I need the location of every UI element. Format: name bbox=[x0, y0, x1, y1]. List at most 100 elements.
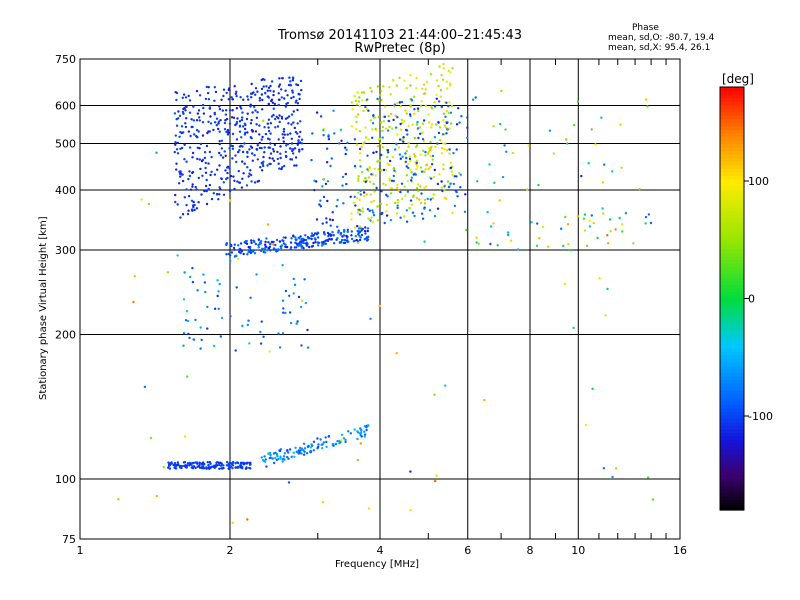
scatter-point bbox=[208, 150, 212, 154]
scatter-point bbox=[241, 324, 244, 328]
scatter-point bbox=[300, 447, 304, 450]
scatter-point bbox=[363, 435, 366, 438]
scatter-point bbox=[287, 83, 291, 87]
scatter-point bbox=[222, 94, 225, 98]
scatter-point bbox=[198, 463, 201, 466]
scatter-point bbox=[250, 118, 253, 122]
scatter-point bbox=[405, 220, 409, 223]
scatter-point bbox=[413, 214, 416, 218]
scatter-point bbox=[410, 171, 413, 174]
scatter-point bbox=[409, 84, 412, 87]
scatter-point bbox=[182, 107, 185, 111]
scatter-point bbox=[292, 451, 295, 454]
colorbar-segment bbox=[720, 453, 744, 458]
scatter-point bbox=[376, 219, 379, 222]
scatter-point bbox=[372, 182, 375, 186]
scatter-point bbox=[405, 149, 408, 153]
scatter-point bbox=[254, 242, 258, 246]
scatter-point bbox=[260, 138, 263, 141]
scatter-point bbox=[266, 89, 269, 92]
scatter-point bbox=[392, 78, 395, 82]
scatter-point bbox=[218, 130, 221, 133]
scatter-point bbox=[269, 142, 272, 145]
scatter-point bbox=[445, 149, 449, 152]
scatter-point bbox=[217, 307, 220, 310]
colorbar-segment bbox=[720, 400, 744, 405]
scatter-point bbox=[324, 242, 327, 245]
scatter-point bbox=[296, 102, 300, 105]
scatter-point bbox=[132, 300, 135, 304]
scatter-point bbox=[381, 211, 384, 215]
scatter-point bbox=[299, 79, 303, 83]
scatter-point bbox=[251, 152, 254, 155]
scatter-point bbox=[451, 173, 454, 177]
scatter-point bbox=[432, 175, 436, 179]
scatter-point bbox=[318, 203, 321, 206]
scatter-point bbox=[221, 109, 224, 112]
scatter-point bbox=[562, 244, 565, 248]
scatter-point bbox=[344, 146, 347, 149]
scatter-point bbox=[195, 207, 199, 210]
scatter-point bbox=[342, 202, 345, 205]
colorbar-segment bbox=[720, 464, 744, 469]
scatter-point bbox=[368, 209, 371, 212]
x-axis-label: Frequency [MHz] bbox=[335, 559, 420, 570]
scatter-point bbox=[289, 80, 292, 83]
scatter-point bbox=[281, 299, 285, 302]
scatter-point bbox=[448, 82, 452, 85]
colorbar-segment bbox=[720, 118, 744, 123]
scatter-point bbox=[255, 123, 258, 126]
scatter-point bbox=[193, 203, 196, 207]
scatter-point bbox=[576, 100, 580, 103]
scatter-point bbox=[218, 142, 221, 146]
colorbar-segment bbox=[720, 418, 744, 423]
scatter-point bbox=[290, 123, 293, 126]
scatter-point bbox=[249, 173, 253, 177]
scatter-point bbox=[240, 249, 243, 252]
scatter-point bbox=[406, 179, 409, 183]
scatter-point bbox=[412, 173, 415, 176]
scatter-point bbox=[197, 109, 201, 112]
scatter-point bbox=[254, 109, 257, 112]
colorbar-segment bbox=[720, 182, 744, 187]
scatter-point bbox=[290, 113, 294, 116]
scatter-point bbox=[201, 158, 204, 162]
scatter-point bbox=[289, 241, 293, 244]
colorbar-segment bbox=[720, 446, 744, 451]
scatter-point bbox=[232, 175, 235, 178]
scatter-point bbox=[566, 142, 569, 145]
scatter-point bbox=[405, 112, 408, 115]
colorbar-segment bbox=[720, 460, 744, 465]
scatter-point bbox=[322, 243, 325, 246]
scatter-point bbox=[198, 116, 201, 119]
scatter-point bbox=[196, 157, 199, 161]
scatter-point bbox=[291, 76, 295, 79]
scatter-point bbox=[245, 117, 249, 121]
scatter-point bbox=[276, 125, 280, 128]
colorbar-segment bbox=[720, 164, 744, 169]
scatter-point bbox=[220, 316, 224, 320]
scatter-point bbox=[621, 223, 624, 226]
scatter-point bbox=[401, 155, 404, 158]
scatter-point bbox=[206, 327, 209, 330]
scatter-point bbox=[405, 156, 408, 160]
scatter-point bbox=[357, 231, 360, 235]
scatter-point bbox=[281, 239, 284, 242]
scatter-point bbox=[509, 239, 513, 242]
scatter-point bbox=[248, 466, 251, 470]
scatter-point bbox=[314, 241, 317, 244]
scatter-point bbox=[298, 243, 301, 246]
scatter-point bbox=[322, 195, 326, 199]
scatter-point bbox=[439, 89, 443, 92]
scatter-point bbox=[272, 452, 276, 455]
scatter-point bbox=[296, 132, 299, 135]
scatter-point bbox=[246, 166, 249, 169]
colorbar-segment bbox=[720, 171, 744, 176]
scatter-point bbox=[361, 207, 364, 210]
scatter-point bbox=[198, 158, 201, 161]
scatter-point bbox=[344, 152, 347, 156]
scatter-point bbox=[449, 111, 453, 115]
scatter-point bbox=[236, 465, 240, 468]
scatter-point bbox=[345, 182, 348, 186]
colorbar-segment bbox=[720, 108, 744, 113]
